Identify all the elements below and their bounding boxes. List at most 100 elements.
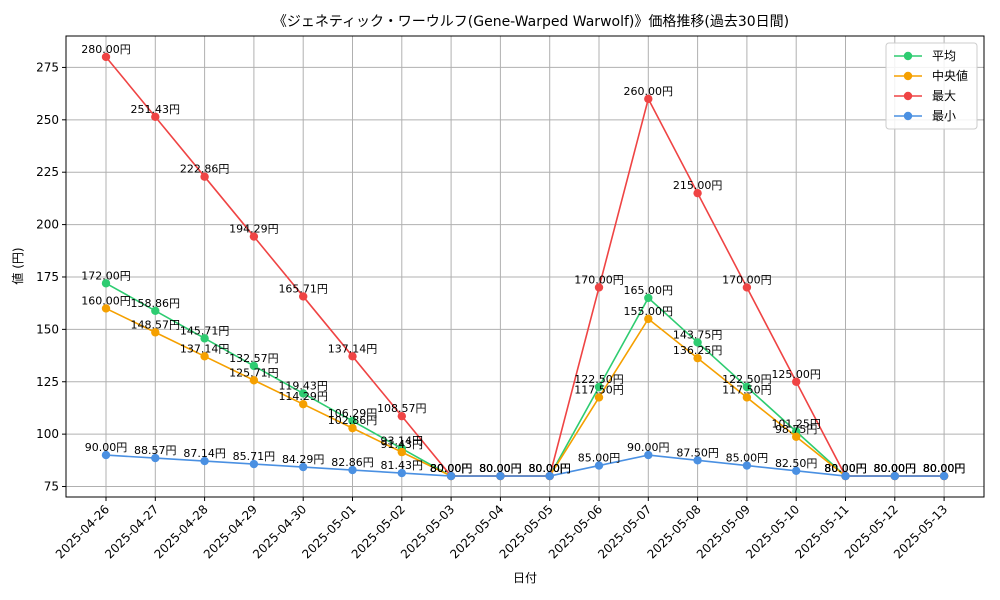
y-tick-label: 200 xyxy=(36,218,59,232)
data-label: 84.29円 xyxy=(282,453,325,466)
data-label: 85.00円 xyxy=(726,452,769,465)
data-point xyxy=(742,382,752,392)
y-tick-label: 275 xyxy=(36,60,59,74)
data-point xyxy=(644,450,653,460)
data-label: 80.00円 xyxy=(923,462,966,475)
data-label: 80.00円 xyxy=(824,462,867,475)
data-point xyxy=(151,112,160,122)
data-point xyxy=(693,338,702,347)
data-label: 280.00円 xyxy=(81,43,131,56)
data-label: 136.25円 xyxy=(673,344,723,357)
data-label: 87.14円 xyxy=(183,447,226,460)
data-label: 80.00円 xyxy=(430,462,473,475)
data-label: 80.00円 xyxy=(528,462,571,475)
data-point xyxy=(644,94,653,104)
data-label: 80.00円 xyxy=(479,462,522,475)
y-tick-label: 225 xyxy=(36,165,59,179)
legend-marker xyxy=(903,51,913,61)
data-label: 82.86円 xyxy=(331,456,374,469)
data-point xyxy=(200,334,209,343)
data-point xyxy=(249,459,259,469)
data-point xyxy=(151,453,160,463)
series-line xyxy=(105,454,945,477)
data-label: 85.00円 xyxy=(578,452,621,465)
data-point xyxy=(348,352,357,361)
data-label: 81.43円 xyxy=(381,459,424,472)
data-point xyxy=(693,188,702,198)
data-point xyxy=(299,462,308,472)
data-label: 165.00円 xyxy=(624,284,674,297)
data-label: 222.86円 xyxy=(180,163,230,176)
y-axis-label: 値 (円) xyxy=(10,247,25,284)
data-label: 98.75円 xyxy=(775,423,818,436)
legend-label: 中央値 xyxy=(932,68,968,83)
data-label: 158.86円 xyxy=(131,297,181,310)
data-label: 143.75円 xyxy=(673,328,723,341)
data-label: 90.00円 xyxy=(627,441,670,454)
data-label: 194.29円 xyxy=(229,223,279,236)
data-label: 80.00円 xyxy=(430,462,473,475)
data-point xyxy=(939,471,949,481)
data-label: 148.57円 xyxy=(131,318,181,331)
data-point xyxy=(101,279,111,288)
data-label: 215.00円 xyxy=(673,179,723,192)
y-tick-label: 150 xyxy=(36,322,59,336)
legend-marker xyxy=(903,71,913,81)
data-point xyxy=(594,382,604,392)
data-label: 122.50円 xyxy=(722,373,772,386)
data-point xyxy=(644,293,653,303)
legend-label: 最小 xyxy=(932,109,956,123)
data-label: 101.25円 xyxy=(771,418,821,431)
data-label: 145.71円 xyxy=(180,324,230,337)
data-label: 117.50円 xyxy=(574,383,624,396)
data-label: 80.00円 xyxy=(528,462,571,475)
legend-label: 最大 xyxy=(932,89,956,103)
data-label: 260.00円 xyxy=(624,85,674,98)
data-point xyxy=(545,471,554,481)
data-label: 122.50円 xyxy=(574,373,624,386)
y-tick-label: 250 xyxy=(36,113,59,127)
data-point xyxy=(200,352,209,361)
data-point xyxy=(742,461,752,470)
x-axis-ticks: 2025-04-262025-04-272025-04-282025-04-29… xyxy=(53,497,950,561)
data-label: 132.57円 xyxy=(229,352,279,365)
data-label: 80.00円 xyxy=(874,462,917,475)
data-point xyxy=(792,432,801,441)
plot-area-frame xyxy=(65,35,985,498)
y-tick-label: 125 xyxy=(36,375,59,389)
data-label: 80.00円 xyxy=(923,462,966,475)
y-tick-label: 75 xyxy=(44,480,59,494)
data-label: 172.00円 xyxy=(81,269,131,282)
data-labels: 172.00円 158.86円 145.71円 132.57円 119.43円 106.2… xyxy=(81,43,965,475)
data-label: 85.71円 xyxy=(233,450,276,463)
y-tick-label: 175 xyxy=(36,270,59,284)
data-point xyxy=(151,306,160,315)
data-label: 80.00円 xyxy=(923,462,966,475)
legend-label: 平均 xyxy=(932,49,956,63)
data-label: 80.00円 xyxy=(528,462,571,475)
data-point xyxy=(496,471,505,481)
data-label: 80.00円 xyxy=(874,462,917,475)
data-point xyxy=(348,423,357,433)
data-point xyxy=(101,52,111,62)
data-label: 119.43円 xyxy=(278,379,328,392)
data-point xyxy=(693,456,702,465)
data-label: 82.50円 xyxy=(775,457,818,470)
data-label: 125.00円 xyxy=(771,368,821,381)
legend-box xyxy=(885,42,978,130)
data-point xyxy=(200,172,209,181)
data-label: 80.00円 xyxy=(824,462,867,475)
data-label: 137.14円 xyxy=(328,342,378,355)
data-point xyxy=(841,471,850,481)
data-label: 170.00円 xyxy=(574,273,624,286)
data-point xyxy=(348,416,357,426)
data-label: 80.00円 xyxy=(430,462,473,475)
data-label: 80.00円 xyxy=(874,462,917,475)
data-label: 170.00円 xyxy=(722,273,772,286)
data-point xyxy=(594,283,604,292)
data-point xyxy=(792,466,801,476)
data-label: 80.00円 xyxy=(479,462,522,475)
